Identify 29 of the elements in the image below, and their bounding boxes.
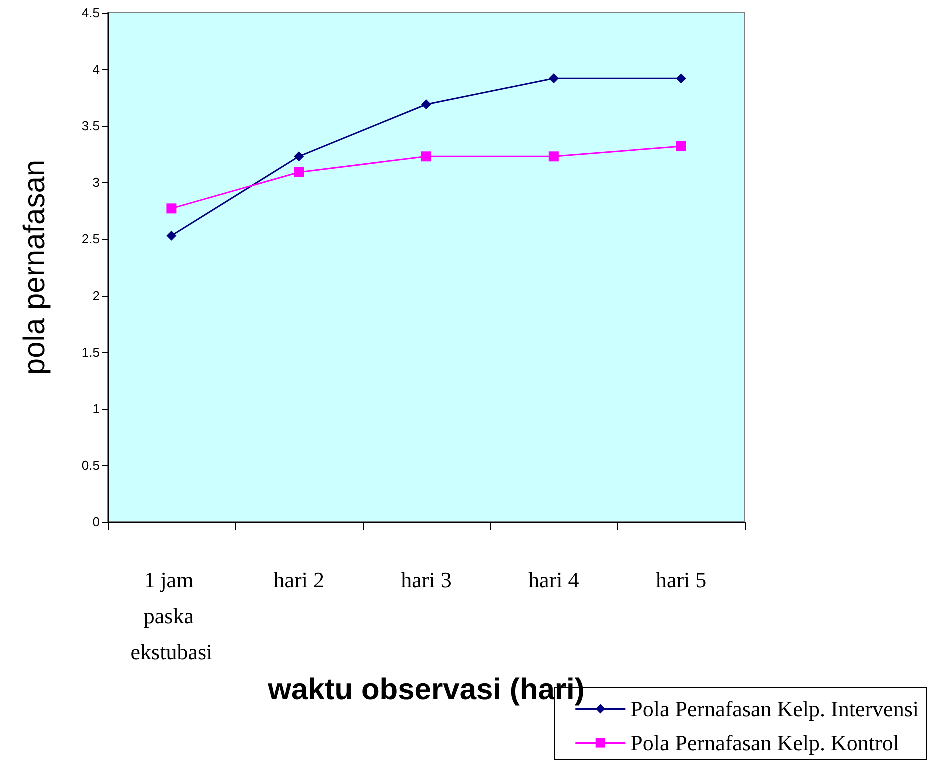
x-tick-label: 1 jam paska ekstubasi (130, 568, 213, 664)
y-tick-label: 3.5 (82, 118, 100, 134)
y-tick-label: 2 (92, 288, 100, 304)
legend-label: Pola Pernafasan Kelp. Intervensi (630, 696, 920, 722)
y-tick-label: 1 (92, 401, 100, 416)
y-tick-label: 0.5 (82, 458, 100, 473)
x-axis-title: waktu observasi (hari) (267, 673, 585, 706)
point (294, 167, 304, 178)
x-tick-label: hari 3 (401, 568, 452, 592)
y-tick-label: 4 (92, 62, 100, 78)
point (166, 230, 177, 241)
y-tick-label: 3 (92, 175, 100, 190)
y-tick-label: 0 (92, 514, 100, 530)
y-tick-label: 1.5 (82, 344, 100, 360)
point (422, 152, 432, 162)
y-tick-label: 4.5 (82, 6, 100, 20)
y-axis-title: pola pernafasan (18, 160, 52, 376)
point (294, 152, 304, 162)
point (422, 100, 432, 110)
y-tick-label: 2.5 (82, 232, 100, 247)
point (548, 74, 559, 84)
x-tick-label: hari 4 (528, 568, 580, 592)
legend-label: Pola Pernafasan Kelp. Kontrol (630, 730, 900, 756)
x-tick-label: hari 2 (274, 568, 324, 592)
point (676, 74, 686, 84)
point (676, 141, 686, 152)
point (548, 152, 559, 162)
x-tick-label: hari 5 (656, 568, 707, 592)
point (166, 204, 177, 214)
